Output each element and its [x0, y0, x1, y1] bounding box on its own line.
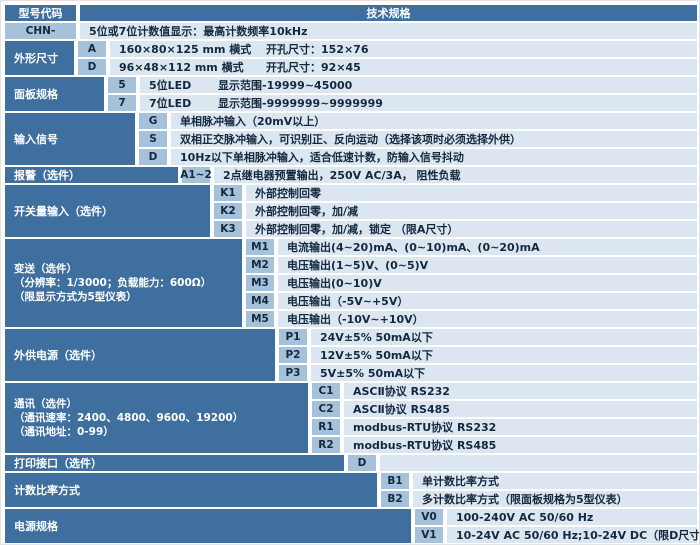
option-code: P2: [279, 347, 307, 363]
section-label-power-spec: 电源规格: [5, 509, 411, 543]
desc-text: 160×80×125 mm 横式: [119, 42, 252, 56]
desc-text: 7位LED: [149, 96, 192, 110]
option-desc: 电压输出（-5V~+5V）: [278, 293, 697, 309]
option-code: D: [348, 455, 376, 471]
label-line-1: 通讯（选件）: [14, 398, 77, 410]
option-desc: 电压输出(1~5)V、(0~5)V: [278, 257, 697, 273]
option-code: A1~2: [180, 167, 212, 183]
option-desc: 单相脉冲输入（20mV以上）: [171, 113, 697, 129]
section-label-switch-input: 开关量输入（选件）: [5, 185, 210, 237]
option-desc: 外部控制回零: [246, 185, 697, 201]
option-desc: 外部控制回零，加/减: [246, 203, 697, 219]
option-code: G: [139, 113, 167, 129]
section-label-communication: 通讯（选件） （通讯速率：2400、4800、9600、19200） （通讯地址…: [5, 383, 308, 453]
desc-text-2: 开孔尺寸：92×45: [266, 60, 361, 74]
option-code: V0: [415, 509, 443, 525]
option-code: K3: [214, 221, 242, 237]
option-code: D: [139, 149, 167, 165]
option-code: C1: [312, 383, 340, 399]
option-code: A: [78, 41, 106, 57]
option-code: P3: [279, 365, 307, 381]
section-label-transmit: 变送（选件） （分辨率：1/3000；负载能力：600Ω） （限显示方式为5型仪…: [5, 239, 242, 327]
option-desc: modbus-RTU协议 RS232: [344, 419, 697, 435]
option-desc: 24V±5% 50mA以下: [311, 329, 697, 345]
desc-text: 5位LED: [149, 78, 192, 92]
desc-text-2: 显示范围-9999999~9999999: [218, 96, 383, 110]
option-desc: 外部控制回零，加/减，锁定 （限A尺寸）: [246, 221, 697, 237]
option-desc: 10Hz以下单相脉冲输入，适合低速计数，防输入信号抖动: [171, 149, 697, 165]
label-line-3: （通讯地址：0-99）: [14, 426, 114, 438]
option-desc: 10-24V AC 50/60 Hz;10-24V DC（限D尺寸）: [447, 527, 699, 543]
option-desc: 单计数比率方式: [413, 473, 697, 489]
option-desc: 7位LED 显示范围-9999999~9999999: [140, 95, 697, 111]
option-desc: 5V±5% 50mA以下: [311, 365, 697, 381]
label-line-2: （分辨率：1/3000；负载能力：600Ω）: [14, 277, 212, 289]
option-desc: 2点继电器预置输出，250V AC/3A， 阻性负载: [214, 167, 697, 183]
section-label-panel-spec: 面板规格: [5, 77, 104, 111]
option-desc: 多计数比率方式（限面板规格为5型仪表）: [413, 491, 697, 507]
model-prefix-desc: 5位或7位计数值显示：最高计数频率10kHz: [80, 23, 697, 39]
desc-text-2: 显示范围-19999~45000: [218, 78, 353, 92]
option-code: R1: [312, 419, 340, 435]
option-code: M4: [246, 293, 274, 309]
option-desc: 电压输出(0~10)V: [278, 275, 697, 291]
section-label-dimensions: 外形尺寸: [5, 41, 74, 75]
option-code: 7: [108, 95, 136, 111]
model-prefix-code: CHN-: [5, 23, 76, 39]
option-code: S: [139, 131, 167, 147]
option-desc: ASCⅡ协议 RS485: [344, 401, 697, 417]
option-desc: 12V±5% 50mA以下: [311, 347, 697, 363]
section-label-print-interface: 打印接口（选件）: [5, 455, 344, 471]
label-line-2: （通讯速率：2400、4800、9600、19200）: [14, 412, 244, 424]
option-desc: 96×48×112 mm 横式 开孔尺寸：92×45: [110, 59, 697, 75]
desc-text-2: 开孔尺寸：152×76: [266, 42, 369, 56]
option-desc: 100-240V AC 50/60 Hz: [447, 509, 697, 525]
option-code: P1: [279, 329, 307, 345]
option-code: M3: [246, 275, 274, 291]
label-line-3: （限显示方式为5型仪表）: [14, 291, 137, 303]
option-desc: 电压输出（-10V~+10V）: [278, 311, 697, 327]
option-desc: modbus-RTU协议 RS485: [344, 437, 697, 453]
option-code: M2: [246, 257, 274, 273]
option-desc: 电流输出(4~20)mA、(0~10)mA、(0~20)mA: [278, 239, 697, 255]
option-code: V1: [415, 527, 443, 543]
section-label-alarm: 报警（选件）: [5, 167, 178, 183]
option-desc: 5位LED 显示范围-19999~45000: [140, 77, 697, 93]
option-code: D: [78, 59, 106, 75]
section-label-count-ratio: 计数比率方式: [5, 473, 377, 507]
option-code: K1: [214, 185, 242, 201]
model-code-header: 型号代码: [5, 5, 76, 21]
option-code: K2: [214, 203, 242, 219]
option-desc: 双相正交脉冲输入，可识别正、反向运动（选择该项时必须选择外供）: [171, 131, 697, 147]
option-code: B2: [381, 491, 409, 507]
desc-text: 96×48×112 mm 横式: [119, 60, 244, 74]
option-code: R2: [312, 437, 340, 453]
option-desc: ASCⅡ协议 RS232: [344, 383, 697, 399]
section-label-external-power: 外供电源（选件）: [5, 329, 275, 381]
option-desc: 160×80×125 mm 横式 开孔尺寸：152×76: [110, 41, 697, 57]
tech-spec-header: 技术规格: [80, 5, 697, 21]
option-code: M1: [246, 239, 274, 255]
option-code: C2: [312, 401, 340, 417]
option-code: M5: [246, 311, 274, 327]
label-line-1: 变送（选件）: [14, 263, 77, 275]
section-label-input-signal: 输入信号: [5, 113, 135, 165]
option-desc: [380, 455, 697, 471]
option-code: B1: [381, 473, 409, 489]
option-code: 5: [108, 77, 136, 93]
